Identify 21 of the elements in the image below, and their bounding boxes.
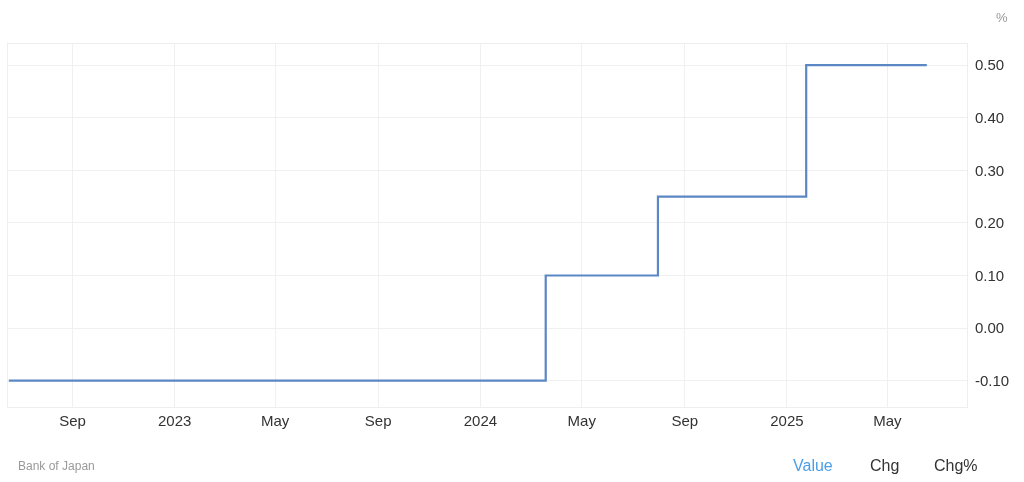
x-tick-label: Sep bbox=[671, 412, 699, 429]
y-tick-label: 0.10 bbox=[975, 266, 1005, 284]
x-tick-label: May bbox=[261, 412, 290, 429]
text: Value bbox=[793, 457, 833, 474]
text: Chg% bbox=[934, 457, 978, 474]
x-tick-label: Sep bbox=[364, 412, 392, 429]
x-tick-label: May bbox=[873, 412, 903, 429]
x-tick-label: 2024 bbox=[463, 412, 498, 429]
y-tick-label: 0.30 bbox=[975, 161, 1005, 179]
x-tick-label: May bbox=[567, 412, 597, 429]
y-tick-label: 0.20 bbox=[975, 214, 1005, 232]
y-tick-label: 0.50 bbox=[975, 56, 1005, 74]
text: Chg bbox=[870, 457, 900, 474]
x-tick-label: 2025 bbox=[770, 412, 804, 429]
x-tick-label: Sep bbox=[59, 412, 86, 429]
y-tick-label: 0.40 bbox=[975, 108, 1005, 126]
y-axis-title: % bbox=[996, 10, 1008, 25]
x-tick-label: 2023 bbox=[157, 412, 192, 429]
y-tick-label: -0.10 bbox=[975, 371, 1010, 389]
y-tick-label: 0.00 bbox=[975, 319, 1005, 337]
text: Bank of Japan bbox=[18, 459, 95, 473]
